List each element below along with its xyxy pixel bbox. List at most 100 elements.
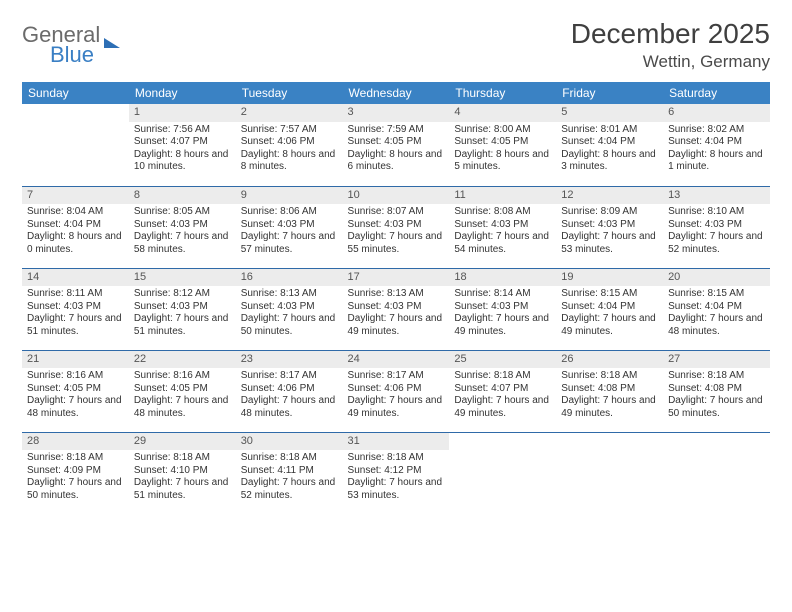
- calendar-day-cell: 3Sunrise: 7:59 AMSunset: 4:05 PMDaylight…: [343, 104, 450, 186]
- day-number: 6: [663, 104, 770, 122]
- daylight-text: Daylight: 7 hours and 51 minutes.: [27, 313, 124, 338]
- sunset-text: Sunset: 4:04 PM: [668, 301, 765, 314]
- sunset-text: Sunset: 4:03 PM: [241, 301, 338, 314]
- calendar-day-cell: [449, 432, 556, 514]
- day-body: Sunrise: 8:16 AMSunset: 4:05 PMDaylight:…: [129, 368, 236, 424]
- day-body: Sunrise: 8:11 AMSunset: 4:03 PMDaylight:…: [22, 286, 129, 342]
- sunset-text: Sunset: 4:04 PM: [27, 219, 124, 232]
- day-number: 14: [22, 269, 129, 287]
- day-number: 22: [129, 351, 236, 369]
- day-number: 16: [236, 269, 343, 287]
- sunset-text: Sunset: 4:07 PM: [134, 136, 231, 149]
- brand-line2: Blue: [50, 44, 100, 66]
- day-number: 4: [449, 104, 556, 122]
- sunset-text: Sunset: 4:07 PM: [454, 383, 551, 396]
- day-number: 7: [22, 187, 129, 205]
- day-body: Sunrise: 8:18 AMSunset: 4:08 PMDaylight:…: [556, 368, 663, 424]
- weekday-header: Friday: [556, 82, 663, 104]
- calendar-day-cell: 23Sunrise: 8:17 AMSunset: 4:06 PMDayligh…: [236, 350, 343, 432]
- calendar-week-row: 28Sunrise: 8:18 AMSunset: 4:09 PMDayligh…: [22, 432, 770, 514]
- sunset-text: Sunset: 4:03 PM: [561, 219, 658, 232]
- sunset-text: Sunset: 4:05 PM: [27, 383, 124, 396]
- weekday-header: Wednesday: [343, 82, 450, 104]
- sunrise-text: Sunrise: 8:06 AM: [241, 206, 338, 219]
- calendar-week-row: 21Sunrise: 8:16 AMSunset: 4:05 PMDayligh…: [22, 350, 770, 432]
- weekday-header: Monday: [129, 82, 236, 104]
- day-number: 10: [343, 187, 450, 205]
- day-body: Sunrise: 8:07 AMSunset: 4:03 PMDaylight:…: [343, 204, 450, 260]
- sunrise-text: Sunrise: 8:01 AM: [561, 124, 658, 137]
- day-body: Sunrise: 8:18 AMSunset: 4:08 PMDaylight:…: [663, 368, 770, 424]
- calendar-day-cell: 8Sunrise: 8:05 AMSunset: 4:03 PMDaylight…: [129, 186, 236, 268]
- sunset-text: Sunset: 4:03 PM: [668, 219, 765, 232]
- day-body: Sunrise: 8:17 AMSunset: 4:06 PMDaylight:…: [343, 368, 450, 424]
- daylight-text: Daylight: 8 hours and 1 minute.: [668, 149, 765, 174]
- sunset-text: Sunset: 4:05 PM: [454, 136, 551, 149]
- day-number: 23: [236, 351, 343, 369]
- day-number: 15: [129, 269, 236, 287]
- sunrise-text: Sunrise: 8:12 AM: [134, 288, 231, 301]
- sunrise-text: Sunrise: 8:15 AM: [561, 288, 658, 301]
- sunset-text: Sunset: 4:03 PM: [134, 301, 231, 314]
- day-body: Sunrise: 8:18 AMSunset: 4:09 PMDaylight:…: [22, 450, 129, 506]
- day-body: Sunrise: 8:15 AMSunset: 4:04 PMDaylight:…: [556, 286, 663, 342]
- day-number: 24: [343, 351, 450, 369]
- day-number: 21: [22, 351, 129, 369]
- calendar-day-cell: 21Sunrise: 8:16 AMSunset: 4:05 PMDayligh…: [22, 350, 129, 432]
- day-number: 1: [129, 104, 236, 122]
- calendar-day-cell: 28Sunrise: 8:18 AMSunset: 4:09 PMDayligh…: [22, 432, 129, 514]
- day-body: Sunrise: 8:18 AMSunset: 4:12 PMDaylight:…: [343, 450, 450, 506]
- sunrise-text: Sunrise: 8:09 AM: [561, 206, 658, 219]
- calendar-day-cell: 14Sunrise: 8:11 AMSunset: 4:03 PMDayligh…: [22, 268, 129, 350]
- daylight-text: Daylight: 7 hours and 55 minutes.: [348, 231, 445, 256]
- calendar-day-cell: [556, 432, 663, 514]
- daylight-text: Daylight: 7 hours and 54 minutes.: [454, 231, 551, 256]
- sunrise-text: Sunrise: 7:56 AM: [134, 124, 231, 137]
- sunrise-text: Sunrise: 8:18 AM: [348, 452, 445, 465]
- sunset-text: Sunset: 4:09 PM: [27, 465, 124, 478]
- calendar-day-cell: 7Sunrise: 8:04 AMSunset: 4:04 PMDaylight…: [22, 186, 129, 268]
- sunset-text: Sunset: 4:12 PM: [348, 465, 445, 478]
- calendar-week-row: 14Sunrise: 8:11 AMSunset: 4:03 PMDayligh…: [22, 268, 770, 350]
- calendar-day-cell: 29Sunrise: 8:18 AMSunset: 4:10 PMDayligh…: [129, 432, 236, 514]
- month-title: December 2025: [571, 18, 770, 50]
- day-body: Sunrise: 8:10 AMSunset: 4:03 PMDaylight:…: [663, 204, 770, 260]
- sunrise-text: Sunrise: 8:07 AM: [348, 206, 445, 219]
- sunrise-text: Sunrise: 8:00 AM: [454, 124, 551, 137]
- day-body: Sunrise: 8:18 AMSunset: 4:07 PMDaylight:…: [449, 368, 556, 424]
- day-body: Sunrise: 8:12 AMSunset: 4:03 PMDaylight:…: [129, 286, 236, 342]
- calendar-day-cell: 31Sunrise: 8:18 AMSunset: 4:12 PMDayligh…: [343, 432, 450, 514]
- day-body: Sunrise: 8:13 AMSunset: 4:03 PMDaylight:…: [236, 286, 343, 342]
- sunset-text: Sunset: 4:03 PM: [454, 219, 551, 232]
- day-number: 18: [449, 269, 556, 287]
- sunset-text: Sunset: 4:03 PM: [348, 301, 445, 314]
- daylight-text: Daylight: 7 hours and 49 minutes.: [348, 313, 445, 338]
- calendar-day-cell: 30Sunrise: 8:18 AMSunset: 4:11 PMDayligh…: [236, 432, 343, 514]
- daylight-text: Daylight: 7 hours and 49 minutes.: [561, 313, 658, 338]
- day-body: Sunrise: 8:18 AMSunset: 4:10 PMDaylight:…: [129, 450, 236, 506]
- daylight-text: Daylight: 7 hours and 51 minutes.: [134, 313, 231, 338]
- day-body: Sunrise: 8:09 AMSunset: 4:03 PMDaylight:…: [556, 204, 663, 260]
- sunrise-text: Sunrise: 8:14 AM: [454, 288, 551, 301]
- daylight-text: Daylight: 7 hours and 57 minutes.: [241, 231, 338, 256]
- day-body: Sunrise: 8:04 AMSunset: 4:04 PMDaylight:…: [22, 204, 129, 260]
- daylight-text: Daylight: 7 hours and 50 minutes.: [241, 313, 338, 338]
- daylight-text: Daylight: 7 hours and 53 minutes.: [348, 477, 445, 502]
- sunset-text: Sunset: 4:06 PM: [241, 136, 338, 149]
- calendar-day-cell: 9Sunrise: 8:06 AMSunset: 4:03 PMDaylight…: [236, 186, 343, 268]
- daylight-text: Daylight: 7 hours and 50 minutes.: [668, 395, 765, 420]
- sunset-text: Sunset: 4:05 PM: [134, 383, 231, 396]
- daylight-text: Daylight: 7 hours and 48 minutes.: [134, 395, 231, 420]
- calendar-day-cell: 17Sunrise: 8:13 AMSunset: 4:03 PMDayligh…: [343, 268, 450, 350]
- sunrise-text: Sunrise: 8:08 AM: [454, 206, 551, 219]
- daylight-text: Daylight: 8 hours and 0 minutes.: [27, 231, 124, 256]
- sunset-text: Sunset: 4:08 PM: [668, 383, 765, 396]
- sunset-text: Sunset: 4:08 PM: [561, 383, 658, 396]
- day-body: Sunrise: 8:05 AMSunset: 4:03 PMDaylight:…: [129, 204, 236, 260]
- day-body: Sunrise: 7:59 AMSunset: 4:05 PMDaylight:…: [343, 122, 450, 178]
- daylight-text: Daylight: 7 hours and 49 minutes.: [454, 313, 551, 338]
- day-number: 28: [22, 433, 129, 451]
- day-number: 17: [343, 269, 450, 287]
- sunrise-text: Sunrise: 8:17 AM: [348, 370, 445, 383]
- day-number: 3: [343, 104, 450, 122]
